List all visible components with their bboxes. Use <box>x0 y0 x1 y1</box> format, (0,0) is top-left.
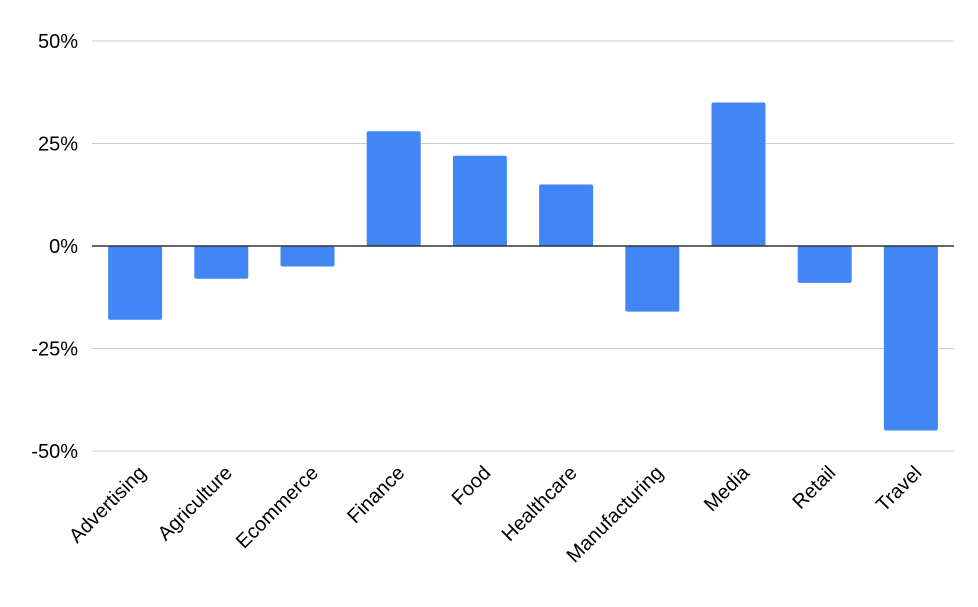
bar-food <box>452 155 507 246</box>
x-tick-label: Retail <box>789 462 841 514</box>
bar-travel <box>883 246 938 431</box>
bar-agriculture <box>194 246 249 279</box>
bar-ecommerce <box>280 246 335 267</box>
y-tick-label: -50% <box>31 441 78 463</box>
y-axis-tick-labels: 50% 25% 0% -25% -50% <box>31 31 78 463</box>
x-tick-label: Travel <box>872 462 926 516</box>
x-tick-label: Healthcare <box>498 462 582 546</box>
x-tick-label: Finance <box>343 462 409 528</box>
bar-advertising <box>108 246 163 320</box>
x-tick-label: Ecommerce <box>232 462 323 553</box>
bar-media <box>711 102 766 246</box>
y-tick-label: -25% <box>31 339 78 361</box>
x-tick-label: Agriculture <box>154 462 237 545</box>
y-tick-label: 0% <box>49 236 78 258</box>
bar-manufacturing <box>625 246 680 312</box>
x-tick-label: Advertising <box>65 462 151 548</box>
y-tick-label: 25% <box>38 134 78 156</box>
bar-finance <box>366 131 421 246</box>
bars <box>108 102 938 431</box>
bar-healthcare <box>539 184 594 246</box>
bar-retail <box>797 246 852 283</box>
x-tick-label: Food <box>448 462 496 510</box>
y-tick-label: 50% <box>38 31 78 53</box>
gridlines <box>92 40 954 452</box>
x-tick-label: Media <box>700 461 755 516</box>
